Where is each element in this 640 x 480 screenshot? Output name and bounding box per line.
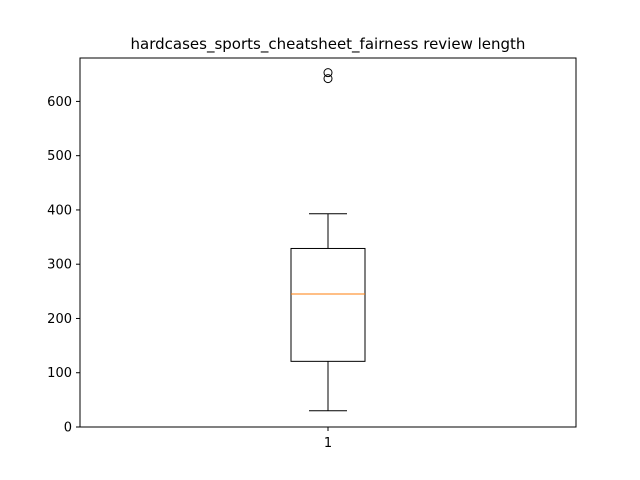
y-tick-label: 400 <box>47 203 72 218</box>
y-tick-label: 500 <box>47 149 72 164</box>
y-tick-label: 0 <box>64 421 72 436</box>
y-tick-label: 300 <box>47 258 72 273</box>
y-tick-label: 100 <box>47 366 72 381</box>
plot-area: 0 100 200 300 400 500 600 1 <box>47 57 577 451</box>
box-iqr <box>290 247 366 362</box>
y-tick-label: 200 <box>47 312 72 327</box>
chart-title: hardcases_sports_cheatsheet_fairness rev… <box>131 35 526 54</box>
outlier-point <box>323 74 333 84</box>
x-tick-label: 1 <box>324 436 332 451</box>
y-tick-label: 600 <box>47 95 72 110</box>
outlier-point <box>323 68 333 78</box>
